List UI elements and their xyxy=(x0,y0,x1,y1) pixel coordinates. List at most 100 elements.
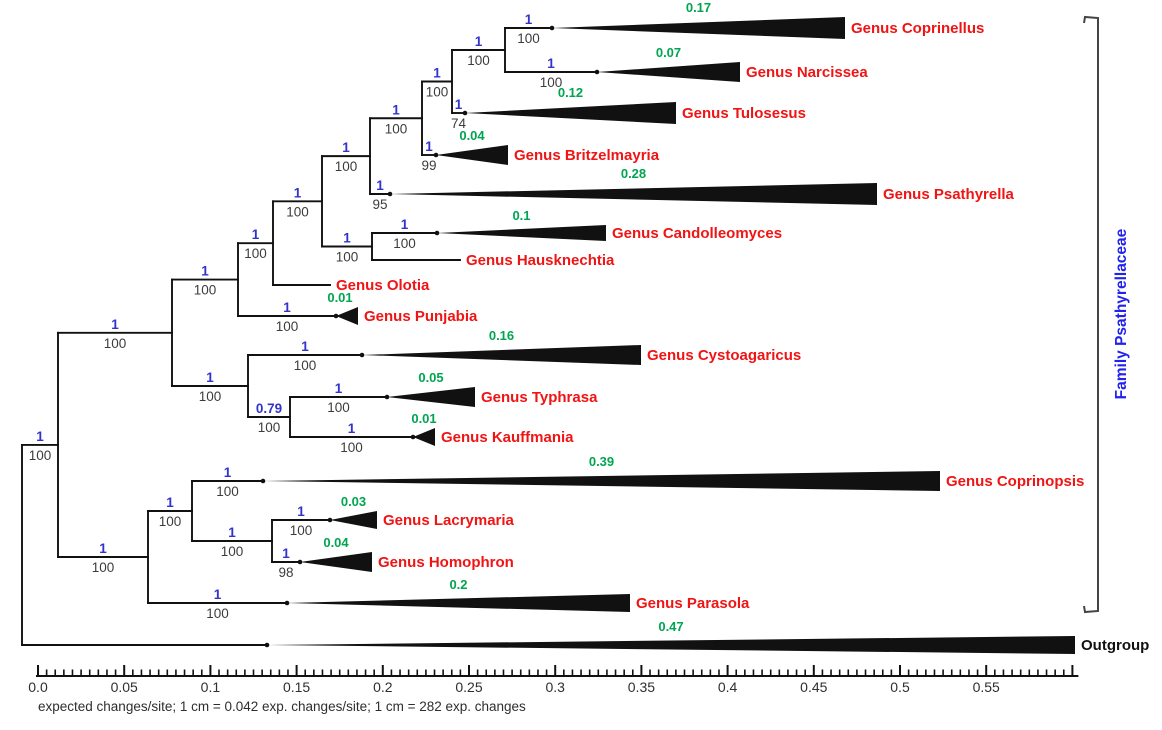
support-value-bottom: 100 xyxy=(258,420,281,435)
support-value-top: 1 xyxy=(252,227,260,242)
clade-triangle xyxy=(437,225,606,241)
branch-length-label: 0.04 xyxy=(459,128,485,143)
clade-triangle xyxy=(263,471,940,491)
tip-label: Genus Hausknechtia xyxy=(466,252,615,269)
support-value-bottom: 100 xyxy=(244,246,267,261)
support-value-bottom: 100 xyxy=(467,53,490,68)
support-value-bottom: 100 xyxy=(335,159,358,174)
clade-triangle xyxy=(336,307,358,325)
support-value-bottom: 98 xyxy=(278,565,293,580)
tip-label: Genus Coprinopsis xyxy=(946,473,1084,490)
clade-triangle xyxy=(390,183,877,205)
tip-label: Genus Parasola xyxy=(636,595,750,612)
tip-label: Genus Psathyrella xyxy=(883,186,1015,203)
support-value-bottom: 100 xyxy=(199,389,222,404)
scale-tick-label: 0.15 xyxy=(283,679,310,695)
branch-length-label: 0.07 xyxy=(656,45,681,60)
support-value-top: 1 xyxy=(475,34,483,49)
clade-triangle xyxy=(330,511,377,529)
family-clade-label: Family Psathyrellaceae xyxy=(1113,228,1130,400)
support-value-bottom: 100 xyxy=(290,523,313,538)
tip-label: Genus Candolleomyces xyxy=(612,225,782,242)
support-value-bottom: 100 xyxy=(393,236,416,251)
scale-tick-label: 0.55 xyxy=(973,679,1000,695)
clade-triangle xyxy=(362,345,641,365)
support-value-top: 1 xyxy=(206,370,214,385)
clade-triangle xyxy=(300,552,372,572)
clade-triangle xyxy=(413,428,435,446)
support-value-bottom: 100 xyxy=(159,514,182,529)
branch-length-label: 0.12 xyxy=(558,85,583,100)
tip-label: Genus Cystoagaricus xyxy=(647,347,801,364)
tip-label: Genus Narcissea xyxy=(746,64,868,81)
support-value-top: 1 xyxy=(224,465,232,480)
scale-tick-label: 0.3 xyxy=(545,679,565,695)
branch-length-label: 0.1 xyxy=(512,208,530,223)
tip-label: Genus Kauffmania xyxy=(441,429,574,446)
tip-label: Genus Britzelmayria xyxy=(514,147,660,164)
clade-triangle xyxy=(287,594,630,612)
support-value-bottom: 100 xyxy=(327,400,350,415)
support-value-bottom: 100 xyxy=(276,319,299,334)
support-value-top: 1 xyxy=(342,140,350,155)
branch-length-label: 0.16 xyxy=(489,328,514,343)
support-value-bottom: 100 xyxy=(221,544,244,559)
support-value-bottom: 100 xyxy=(336,250,359,265)
support-value-top: 1 xyxy=(425,139,433,154)
branch-length-label: 0.47 xyxy=(658,619,683,634)
support-value-top: 1 xyxy=(214,587,222,602)
support-value-top: 1 xyxy=(455,97,463,112)
branch-length-label: 0.39 xyxy=(589,454,614,469)
support-value-bottom: 100 xyxy=(216,484,239,499)
support-value-top: 1 xyxy=(301,339,309,354)
support-value-top: 1 xyxy=(547,56,555,71)
clade-triangle xyxy=(387,387,475,407)
clade-triangle xyxy=(465,102,676,124)
scale-tick-label: 0.4 xyxy=(718,679,738,695)
tip-label: Genus Typhrasa xyxy=(481,389,598,406)
tip-label: Genus Olotia xyxy=(336,277,430,294)
support-value-bottom: 100 xyxy=(517,31,540,46)
support-value-bottom: 100 xyxy=(426,85,449,100)
branch-length-label: 0.01 xyxy=(327,290,352,305)
branch-length-label: 0.01 xyxy=(411,411,436,426)
support-value-top: 1 xyxy=(282,546,290,561)
support-value-top: 1 xyxy=(111,317,119,332)
support-value-top: 1 xyxy=(376,178,384,193)
tip-label: Genus Homophron xyxy=(378,554,514,571)
support-value-top: 1 xyxy=(228,525,236,540)
tip-label: Genus Coprinellus xyxy=(851,20,984,37)
support-value-bottom: 100 xyxy=(385,121,408,136)
support-value-bottom: 100 xyxy=(194,283,217,298)
support-value-top: 1 xyxy=(392,102,400,117)
branch-length-label: 0.28 xyxy=(621,166,646,181)
support-value-top: 1 xyxy=(348,421,356,436)
branch-length-label: 0.17 xyxy=(686,0,711,15)
outgroup-label: Outgroup xyxy=(1081,637,1149,654)
support-value-bottom: 100 xyxy=(206,606,229,621)
support-value-top: 1 xyxy=(297,504,305,519)
support-value-top: 1 xyxy=(201,264,209,279)
scale-tick-label: 0.05 xyxy=(111,679,138,695)
support-value-bottom: 100 xyxy=(540,75,563,90)
clade-triangle xyxy=(597,62,740,82)
scale-tick-label: 0.1 xyxy=(201,679,221,695)
scale-tick-label: 0.0 xyxy=(28,679,48,695)
support-value-bottom: 100 xyxy=(104,336,127,351)
support-value-bottom: 74 xyxy=(451,116,467,131)
branch-length-label: 0.05 xyxy=(418,370,443,385)
support-value-bottom: 100 xyxy=(294,358,317,373)
clade-triangle xyxy=(267,636,1075,654)
support-value-top: 1 xyxy=(36,429,44,444)
scale-tick-label: 0.2 xyxy=(373,679,393,695)
branch-length-label: 0.2 xyxy=(449,577,467,592)
scale-tick-label: 0.25 xyxy=(455,679,482,695)
branch-length-label: 0.04 xyxy=(323,535,349,550)
scale-tick-label: 0.5 xyxy=(890,679,910,695)
support-value-top: 1 xyxy=(99,541,107,556)
tip-label: Genus Tulosesus xyxy=(682,105,806,122)
support-value-top: 1 xyxy=(166,495,174,510)
support-value-bottom: 99 xyxy=(421,158,436,173)
